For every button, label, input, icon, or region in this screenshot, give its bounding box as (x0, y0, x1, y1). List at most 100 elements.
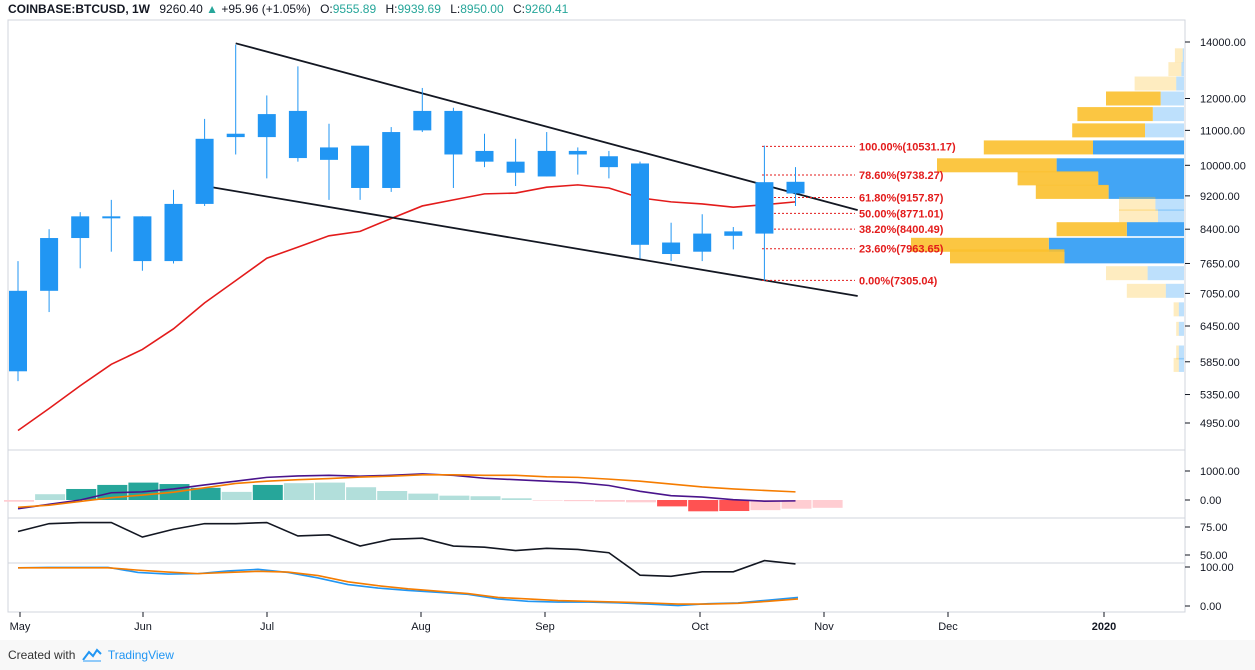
price-tick-label: 11000.00 (1200, 125, 1245, 137)
rsi-tick-label: 75.00 (1200, 522, 1228, 534)
vp-bar-up (911, 237, 1049, 252)
footer-bar: Created with TradingView (0, 640, 1255, 670)
vp-bar-up (1017, 171, 1099, 186)
time-tick-label: 2020 (1092, 621, 1116, 633)
vp-bar-down (1178, 357, 1184, 372)
rsi-tick-label: 50.00 (1200, 550, 1228, 562)
price-tick-label: 7650.00 (1200, 258, 1240, 270)
pane-frame-0 (7, 19, 1186, 451)
time-tick-label: Aug (411, 621, 431, 633)
macd-hist-bar (66, 488, 97, 500)
ma-line (17, 184, 796, 432)
open-label: O: (320, 2, 333, 16)
candle-body (320, 147, 338, 160)
price-tick-label: 8400.00 (1200, 224, 1240, 236)
close-label: C: (512, 2, 525, 16)
macd-hist-bar (719, 500, 750, 512)
vp-bar-down (1147, 266, 1184, 281)
time-tick-label: May (10, 621, 31, 633)
candle-body (506, 161, 525, 173)
stoch-tick-label: 100.00 (1200, 562, 1234, 574)
candle-body (226, 133, 245, 138)
vp-bar-up (1176, 345, 1179, 360)
candle-body (662, 242, 681, 255)
candle-body (444, 110, 463, 155)
macd-hist-bar (190, 487, 221, 500)
candle-body (40, 238, 59, 291)
time-tick-label: Jul (260, 621, 274, 633)
macd-hist-bar (501, 498, 532, 500)
macd-hist-bar (563, 500, 594, 502)
candle-body (413, 110, 432, 131)
macd-tick-label: 1000.00 (1200, 466, 1240, 478)
candle-body (755, 182, 774, 234)
macd-hist-bar (221, 491, 252, 500)
macd-hist-bar (35, 494, 66, 500)
macd-line (17, 473, 796, 510)
vp-bar-down (1126, 222, 1184, 237)
macd-hist-bar (346, 487, 377, 500)
fib-level-label: 61.80%(9157.87) (859, 193, 944, 205)
macd-hist-bar (252, 484, 283, 500)
price-tick-label: 5850.00 (1200, 357, 1240, 369)
stoch-tick-label: 0.00 (1200, 601, 1221, 613)
price-tick-label: 6450.00 (1200, 321, 1240, 333)
candle-body (568, 150, 587, 155)
vp-bar-down (1093, 140, 1184, 155)
vp-bar-up (1174, 48, 1183, 63)
candle-body (631, 163, 649, 245)
change-arrow: ▲ (206, 2, 218, 16)
time-tick-label: Jun (134, 621, 152, 633)
candle-body (164, 203, 183, 262)
vp-bar-up (1035, 184, 1109, 199)
rsi-line (17, 521, 796, 578)
pane-frame-2 (7, 517, 1186, 564)
vp-bar-up (1072, 123, 1145, 138)
macd-hist-bar (750, 500, 781, 511)
high-label: H: (385, 2, 398, 16)
vp-bar-up (1173, 302, 1179, 317)
macd-hist-bar (781, 500, 812, 509)
vp-bar-down (1158, 209, 1184, 224)
stoch-k-line (17, 566, 799, 607)
vp-bar-down (1152, 107, 1184, 122)
brand-name[interactable]: TradingView (107, 648, 174, 662)
macd-hist-bar (408, 493, 439, 500)
vp-bar-down (1160, 91, 1184, 106)
candle-body (288, 110, 307, 159)
candle-body (257, 114, 276, 138)
vp-bar-up (1168, 62, 1182, 77)
price-tick-label: 10000.00 (1200, 160, 1246, 172)
vp-bar-down (1056, 158, 1184, 173)
macd-hist-bar (626, 500, 656, 503)
candle-body (9, 290, 27, 372)
vp-bar-up (983, 140, 1093, 155)
macd-hist-bar (4, 500, 34, 502)
candle-body (599, 156, 618, 168)
time-tick-label: Nov (814, 621, 834, 633)
created-with-text: Created with (8, 648, 76, 662)
vp-bar-up (1119, 209, 1158, 224)
vp-bar-down (1098, 171, 1184, 186)
change-value: +95.96 (+1.05%) (221, 2, 311, 16)
fib-level-label: 0.00%(7305.04) (859, 275, 938, 287)
macd-hist-bar (812, 500, 843, 508)
macd-hist-bar (439, 495, 470, 500)
macd-hist-bar (315, 482, 345, 500)
vp-bar-up (1106, 266, 1148, 281)
vp-bar-up (1077, 107, 1153, 122)
macd-hist-bar (470, 496, 501, 500)
candle-body (351, 145, 370, 188)
candle-body (693, 233, 712, 252)
fib-level-label: 78.60%(9738.27) (859, 170, 944, 182)
time-tick-label: Sep (535, 621, 555, 633)
vp-bar-up (1126, 283, 1166, 298)
price-tick-label: 7050.00 (1200, 288, 1240, 300)
vp-bar-up (1119, 196, 1156, 211)
credit: Created with TradingView (8, 648, 174, 665)
vp-bar-down (1178, 302, 1184, 317)
tradingview-logo-icon (81, 648, 102, 665)
chart-canvas[interactable]: 100.00%(10531.17) 78.60%(9738.27) 61.80%(9… (0, 0, 1255, 640)
vp-bar-down (1145, 123, 1184, 138)
fib-level-label: 38.20%(8400.49) (859, 224, 944, 236)
